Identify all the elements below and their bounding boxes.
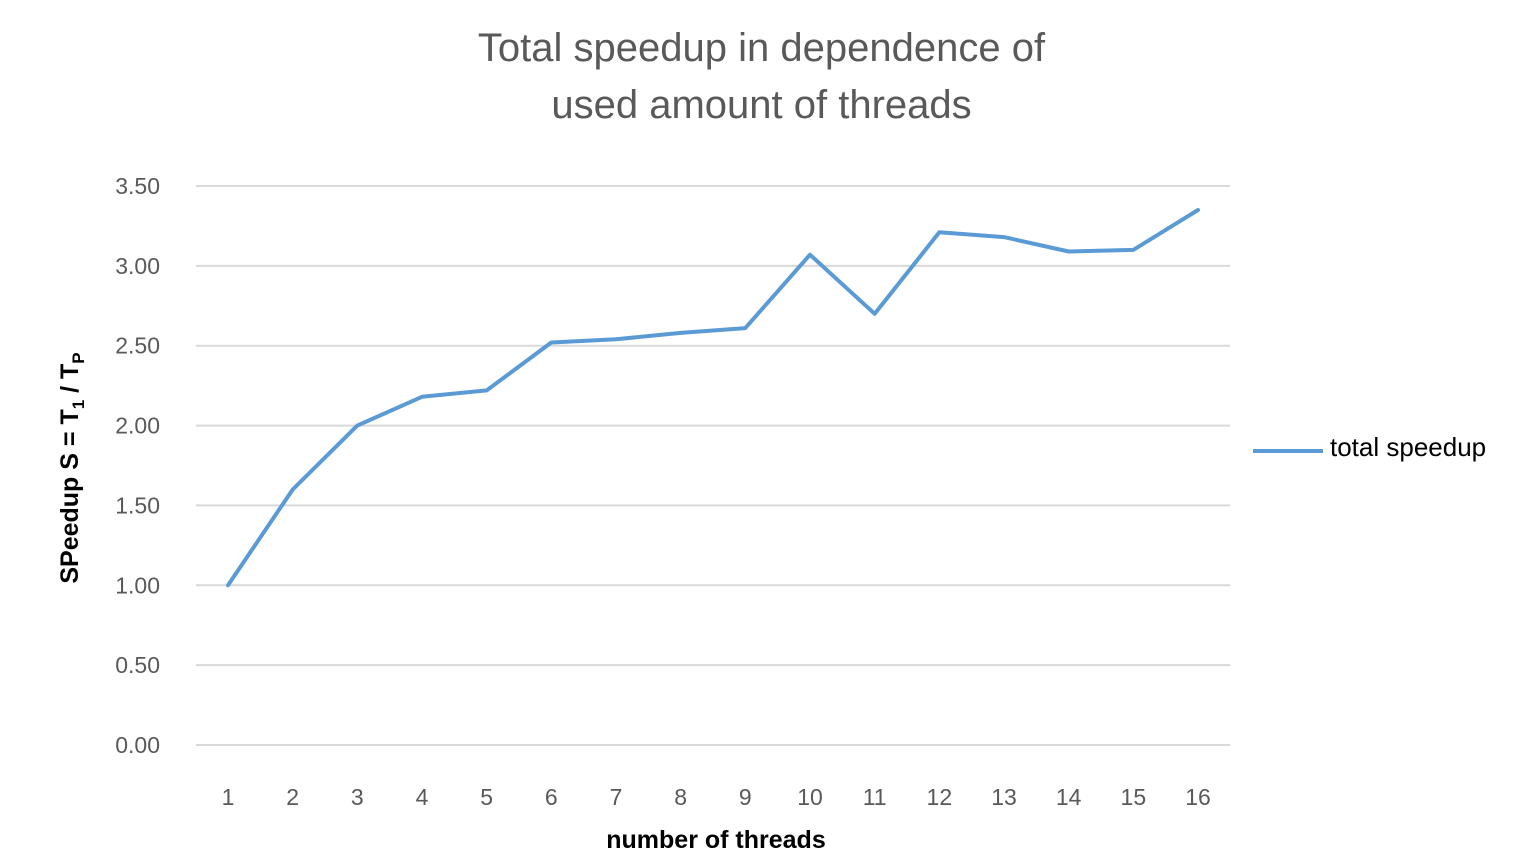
x-tick-label: 15 <box>1121 784 1147 810</box>
data-point <box>550 342 552 344</box>
gridlines <box>196 185 1230 746</box>
y-tick-label: 3.00 <box>115 253 160 279</box>
series-group <box>226 208 1200 588</box>
series-line-total-speedup <box>226 208 1200 588</box>
x-tick-label: 9 <box>739 784 752 810</box>
x-tick-label: 2 <box>286 784 299 810</box>
y-tick-label: 0.50 <box>115 652 160 678</box>
y-axis-title-mid: / T <box>56 364 84 400</box>
y-tick-label: 1.50 <box>115 492 160 518</box>
y-axis-title-subscript-1: 1 <box>69 400 88 409</box>
x-tick-label: 12 <box>927 784 953 810</box>
x-tick-label: 5 <box>480 784 493 810</box>
data-point <box>292 488 294 490</box>
x-tick-label: 8 <box>674 784 687 810</box>
x-tick-label: 3 <box>351 784 364 810</box>
data-point <box>744 327 746 329</box>
x-tick-label: 1 <box>222 784 235 810</box>
chart-title-line-2: used amount of threads <box>551 83 972 127</box>
chart-title-line-1: Total speedup in dependence of <box>477 26 1046 70</box>
y-axis-title-subscript-2: P <box>69 352 88 363</box>
x-tick-label: 6 <box>545 784 558 810</box>
x-tick-label: 7 <box>610 784 623 810</box>
data-point <box>615 338 617 340</box>
data-point <box>356 425 358 427</box>
y-tick-label: 3.50 <box>115 173 160 199</box>
data-point <box>486 389 488 391</box>
data-point <box>421 396 423 398</box>
x-axis-title: number of threads <box>606 826 825 854</box>
y-tick-label: 2.00 <box>115 413 160 439</box>
y-axis-tick-labels: 0.00 0.50 1.00 1.50 2.00 2.50 3.00 3.50 <box>115 173 160 758</box>
data-point <box>1197 209 1199 211</box>
y-axis-title-main: SPeedup S = T <box>56 409 84 583</box>
x-tick-label: 14 <box>1056 784 1082 810</box>
x-axis-tick-labels: 1 2 3 4 5 6 7 8 9 10 11 12 13 14 15 16 <box>222 784 1211 810</box>
data-point <box>809 254 811 256</box>
legend-label: total speedup <box>1330 432 1486 462</box>
y-axis-title: SPeedup S = T1 / TP <box>56 352 88 583</box>
data-point <box>680 332 682 334</box>
x-tick-label: 4 <box>416 784 429 810</box>
data-point <box>1132 249 1134 251</box>
x-tick-label: 16 <box>1185 784 1211 810</box>
data-point <box>938 231 940 233</box>
y-tick-label: 1.00 <box>115 572 160 598</box>
x-tick-label: 13 <box>991 784 1017 810</box>
data-point <box>1068 250 1070 252</box>
data-point <box>1003 236 1005 238</box>
data-point <box>227 584 229 586</box>
x-tick-label: 10 <box>797 784 823 810</box>
x-tick-label: 11 <box>863 784 887 810</box>
y-tick-label: 0.00 <box>115 732 160 758</box>
y-tick-label: 2.50 <box>115 333 160 359</box>
data-point <box>874 313 876 315</box>
legend: total speedup <box>1253 432 1486 462</box>
